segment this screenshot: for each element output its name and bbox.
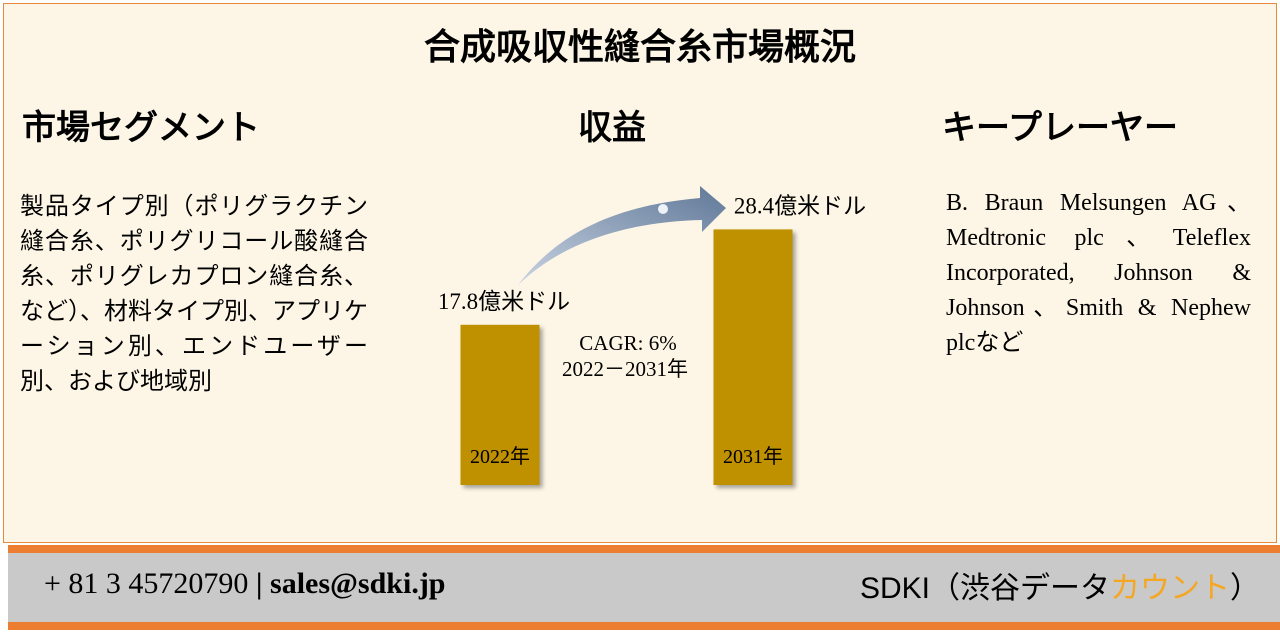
contact: + 81 3 45720790 | sales@sdki.jp [44,567,446,601]
separator: | [255,567,263,600]
arrow [518,186,726,285]
value-label: 17.8億米ドル [438,289,570,314]
brand-text: SDKI（渋谷データ [859,572,1110,605]
bar-category: 2031年 [723,445,783,468]
brand-end: ） [1230,572,1260,605]
bar-category: 2022年 [470,445,530,468]
brand-highlight: カウント [1110,572,1230,605]
footer-stripe [8,622,1280,630]
segment-text: 製品タイプ別（ポリグラクチン縫合糸、ポリグリコール酸縫合糸、ポリグレカプロン縫合… [20,194,368,395]
value-label: 28.4億米ドル [734,193,866,218]
title: 合成吸収性縫合糸市場概況 [423,27,856,67]
bar [460,324,540,485]
footer-stripe [8,545,1280,553]
arrow-dot [658,204,668,214]
revenue-heading: 収益 [578,110,646,147]
panel [3,3,1277,543]
email: sales@sdki.jp [270,567,446,600]
players-heading: キープレーヤー [942,110,1178,147]
cagr: CAGR: 6% [579,331,676,355]
bar [713,229,793,485]
phone: + 81 3 45720790 [44,567,249,600]
cagr-period: 2022－2031年 [562,357,688,381]
footer: + 81 3 45720790 | sales@sdki.jp SDKI（渋谷デ… [8,553,1280,622]
chart: CAGR: 6% 2022－2031年 2022年 17.8億米ドル 2031年 28… [438,186,866,485]
players-text: B. Braun Melsungen AG、Medtronic plc、Tele… [946,190,1251,356]
segment-heading: 市場セグメント [22,110,260,147]
brand: SDKI（渋谷データカウント） [860,563,1260,607]
